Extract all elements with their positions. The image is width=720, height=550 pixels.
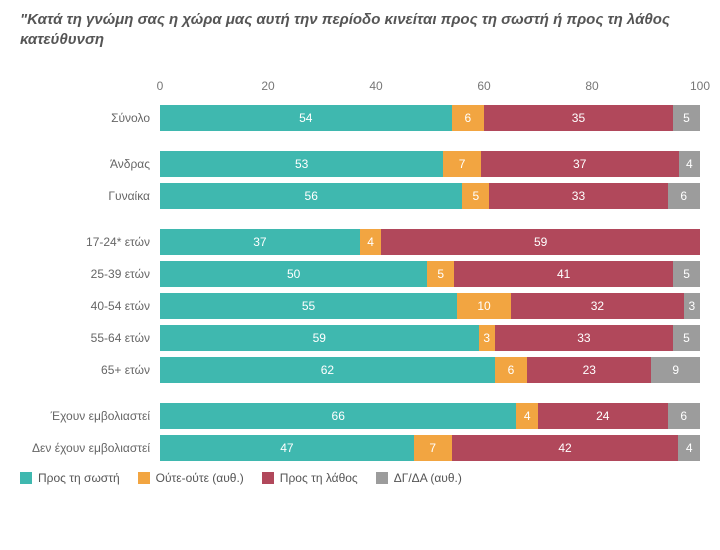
bar-segment: 62: [160, 357, 495, 383]
bar-segment: 56: [160, 183, 462, 209]
bar-segment: 6: [668, 403, 700, 429]
bar: 546355: [160, 105, 700, 131]
chart: 020406080100 Σύνολο546355Άνδρας537374Γυν…: [20, 79, 700, 485]
bar-segment: 33: [495, 325, 673, 351]
row-label: Σύνολο: [20, 105, 160, 131]
table-row: 17-24* ετών37459: [20, 229, 700, 255]
legend-label: Προς τη σωστή: [38, 471, 120, 485]
bar-segment: 5: [673, 325, 700, 351]
bar-segment: 55: [160, 293, 457, 319]
bar-segment: 37: [481, 151, 679, 177]
legend-label: ΔΓ/ΔΑ (αυθ.): [394, 471, 462, 485]
bar-segment: 6: [495, 357, 527, 383]
bar: 626239: [160, 357, 700, 383]
bar: 565336: [160, 183, 700, 209]
row-label: 25-39 ετών: [20, 261, 160, 287]
bar-segment: 50: [160, 261, 427, 287]
bar-segment: 41: [454, 261, 673, 287]
bar-segment: 9: [651, 357, 700, 383]
bar-segment: 5: [427, 261, 454, 287]
table-row: Σύνολο546355: [20, 105, 700, 131]
legend-label: Ούτε-ούτε (αυθ.): [156, 471, 244, 485]
bar-segment: 37: [160, 229, 360, 255]
legend-item: Προς τη σωστή: [20, 471, 120, 485]
table-row: Έχουν εμβολιαστεί664246: [20, 403, 700, 429]
bar-segment: 3: [479, 325, 495, 351]
x-axis-tick: 40: [369, 79, 382, 93]
bar-segment: 54: [160, 105, 452, 131]
bar: 5510323: [160, 293, 700, 319]
bar-segment: 3: [684, 293, 700, 319]
legend-swatch: [376, 472, 388, 484]
bar-segment: 7: [443, 151, 480, 177]
table-row: 55-64 ετών593335: [20, 325, 700, 351]
bar-segment: 6: [668, 183, 700, 209]
bar: 477424: [160, 435, 700, 461]
bar-segment: 4: [678, 435, 700, 461]
row-label: Έχουν εμβολιαστεί: [20, 403, 160, 429]
table-row: 25-39 ετών505415: [20, 261, 700, 287]
row-label: 55-64 ετών: [20, 325, 160, 351]
row-label: Γυναίκα: [20, 183, 160, 209]
bar-segment: 59: [160, 325, 479, 351]
table-row: Γυναίκα565336: [20, 183, 700, 209]
x-axis-tick: 100: [690, 79, 710, 93]
bar-segment: 33: [489, 183, 667, 209]
bar-segment: 6: [452, 105, 484, 131]
x-axis-tick: 80: [585, 79, 598, 93]
x-axis: 020406080100: [20, 79, 700, 99]
chart-title: "Κατά τη γνώμη σας η χώρα μας αυτή την π…: [20, 10, 700, 51]
legend-swatch: [20, 472, 32, 484]
table-row: Άνδρας537374: [20, 151, 700, 177]
bar-segment: 4: [679, 151, 700, 177]
bar-segment: 10: [457, 293, 511, 319]
legend-swatch: [138, 472, 150, 484]
bar: 505415: [160, 261, 700, 287]
bar: 537374: [160, 151, 700, 177]
row-label: Δεν έχουν εμβολιαστεί: [20, 435, 160, 461]
legend-label: Προς τη λάθος: [280, 471, 358, 485]
legend-item: Προς τη λάθος: [262, 471, 358, 485]
bar-segment: 35: [484, 105, 673, 131]
x-axis-tick: 20: [261, 79, 274, 93]
bar-segment: 32: [511, 293, 684, 319]
bar-segment: 66: [160, 403, 516, 429]
bar-segment: 24: [538, 403, 668, 429]
bar-segment: 5: [462, 183, 489, 209]
x-axis-tick: 60: [477, 79, 490, 93]
legend-item: ΔΓ/ΔΑ (αυθ.): [376, 471, 462, 485]
legend-swatch: [262, 472, 274, 484]
bar-segment: 53: [160, 151, 443, 177]
bar-segment: 4: [516, 403, 538, 429]
table-row: 40-54 ετών5510323: [20, 293, 700, 319]
row-label: 17-24* ετών: [20, 229, 160, 255]
legend: Προς τη σωστή Ούτε-ούτε (αυθ.) Προς τη λάθ…: [20, 471, 700, 485]
legend-item: Ούτε-ούτε (αυθ.): [138, 471, 244, 485]
chart-rows: Σύνολο546355Άνδρας537374Γυναίκα56533617-…: [20, 105, 700, 461]
row-label: Άνδρας: [20, 151, 160, 177]
row-label: 40-54 ετών: [20, 293, 160, 319]
bar-segment: 47: [160, 435, 414, 461]
bar-segment: 42: [452, 435, 679, 461]
bar-segment: 59: [381, 229, 700, 255]
bar: 664246: [160, 403, 700, 429]
bar: 37459: [160, 229, 700, 255]
bar-segment: 5: [673, 105, 700, 131]
x-axis-tick: 0: [157, 79, 164, 93]
bar-segment: 4: [360, 229, 382, 255]
bar: 593335: [160, 325, 700, 351]
bar-segment: 7: [414, 435, 452, 461]
row-label: 65+ ετών: [20, 357, 160, 383]
table-row: Δεν έχουν εμβολιαστεί477424: [20, 435, 700, 461]
bar-segment: 5: [673, 261, 700, 287]
table-row: 65+ ετών626239: [20, 357, 700, 383]
bar-segment: 23: [527, 357, 651, 383]
